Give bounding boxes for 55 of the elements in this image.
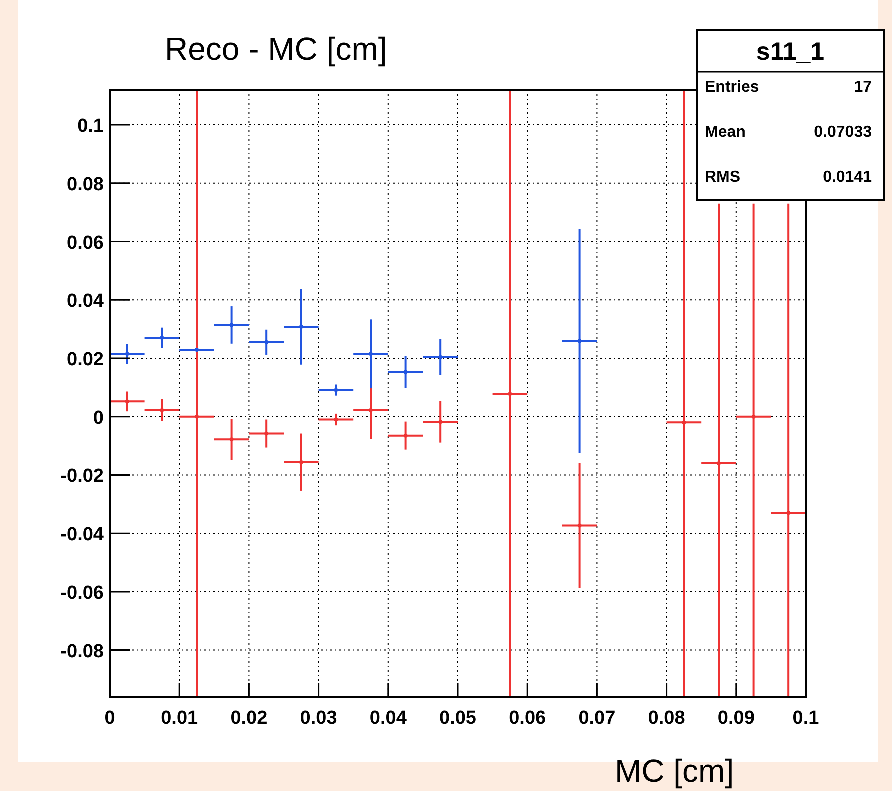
x-axis-title: MC [cm]	[615, 753, 734, 789]
y-tick-label: 0.06	[67, 232, 104, 254]
y-tick-label: -0.02	[60, 466, 104, 488]
point	[404, 370, 408, 374]
point	[264, 340, 269, 344]
text: 0.0141	[823, 169, 872, 186]
point	[230, 438, 234, 442]
y-tick-label: -0.04	[60, 524, 104, 546]
point	[160, 408, 164, 412]
annotation: Entries	[705, 79, 760, 96]
x-tick-label: 0.06	[509, 708, 546, 729]
text: s11_1	[756, 38, 825, 66]
point	[369, 352, 373, 356]
point	[438, 355, 443, 360]
point	[334, 418, 338, 422]
point	[264, 432, 269, 436]
point	[299, 460, 304, 464]
y-tick-label: -0.08	[60, 641, 104, 662]
x-tick-label: 0.01	[161, 708, 199, 729]
point	[230, 323, 234, 328]
point	[682, 420, 686, 425]
y-tick-label: -0.06	[60, 582, 104, 604]
point	[299, 324, 304, 329]
point	[369, 408, 373, 412]
y-tick-label: 0	[93, 408, 104, 429]
y-tick-label: 0.04	[67, 291, 104, 312]
point	[125, 400, 130, 404]
annotation: RMS	[705, 169, 741, 186]
point	[334, 388, 338, 392]
point	[438, 420, 443, 424]
point	[508, 392, 512, 396]
point	[717, 462, 721, 466]
point	[404, 434, 408, 438]
point	[578, 339, 582, 344]
y-tick-label: 0.1	[78, 116, 104, 138]
x-tick-label: 0.1	[792, 708, 820, 729]
x-tick-label: 0.03	[300, 708, 338, 729]
y-axis-title: Reco - MC [cm]	[165, 31, 388, 67]
x-tick-label: 0.08	[648, 708, 686, 729]
x-tick-label: 0.02	[230, 708, 268, 729]
y-tick-label: 0.08	[67, 174, 104, 196]
point	[160, 336, 164, 340]
x-tick-label: 0.04	[370, 708, 408, 729]
point	[125, 352, 130, 356]
annotation: Mean	[705, 124, 746, 141]
point	[578, 524, 582, 528]
point	[786, 511, 791, 516]
text: 0.07033	[814, 124, 872, 141]
text: 17	[854, 79, 872, 96]
x-tick-label: 0.07	[578, 708, 616, 729]
x-tick-label: 0.05	[440, 708, 477, 729]
x-tick-label: 0.09	[718, 708, 755, 729]
y-tick-label: 0.02	[67, 349, 104, 370]
point	[752, 414, 756, 419]
point	[195, 414, 199, 419]
